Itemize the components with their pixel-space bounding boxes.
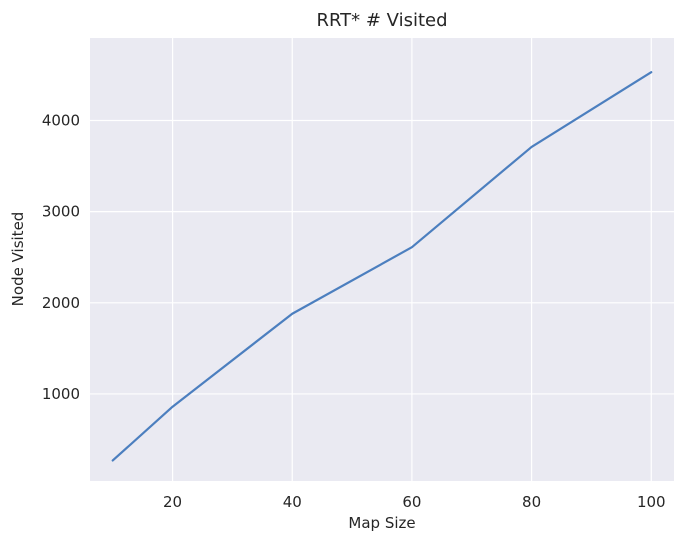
y-tick-label-1: 2000 — [42, 294, 80, 312]
x-tick-labels: 20 40 60 80 100 — [163, 493, 666, 511]
x-tick-label-0: 20 — [163, 493, 182, 511]
y-axis-label: Node Visited — [9, 212, 27, 307]
x-tick-label-4: 100 — [637, 493, 666, 511]
x-tick-label-1: 40 — [283, 493, 302, 511]
y-tick-label-2: 3000 — [42, 203, 80, 221]
y-tick-label-0: 1000 — [42, 385, 80, 403]
chart-title: RRT* # Visited — [316, 10, 447, 31]
x-tick-label-2: 60 — [402, 493, 421, 511]
x-tick-label-3: 80 — [522, 493, 541, 511]
x-axis-label: Map Size — [348, 514, 415, 532]
y-tick-label-3: 4000 — [42, 111, 80, 129]
y-tick-labels: 1000 2000 3000 4000 — [42, 111, 80, 402]
plot-area — [90, 38, 674, 481]
